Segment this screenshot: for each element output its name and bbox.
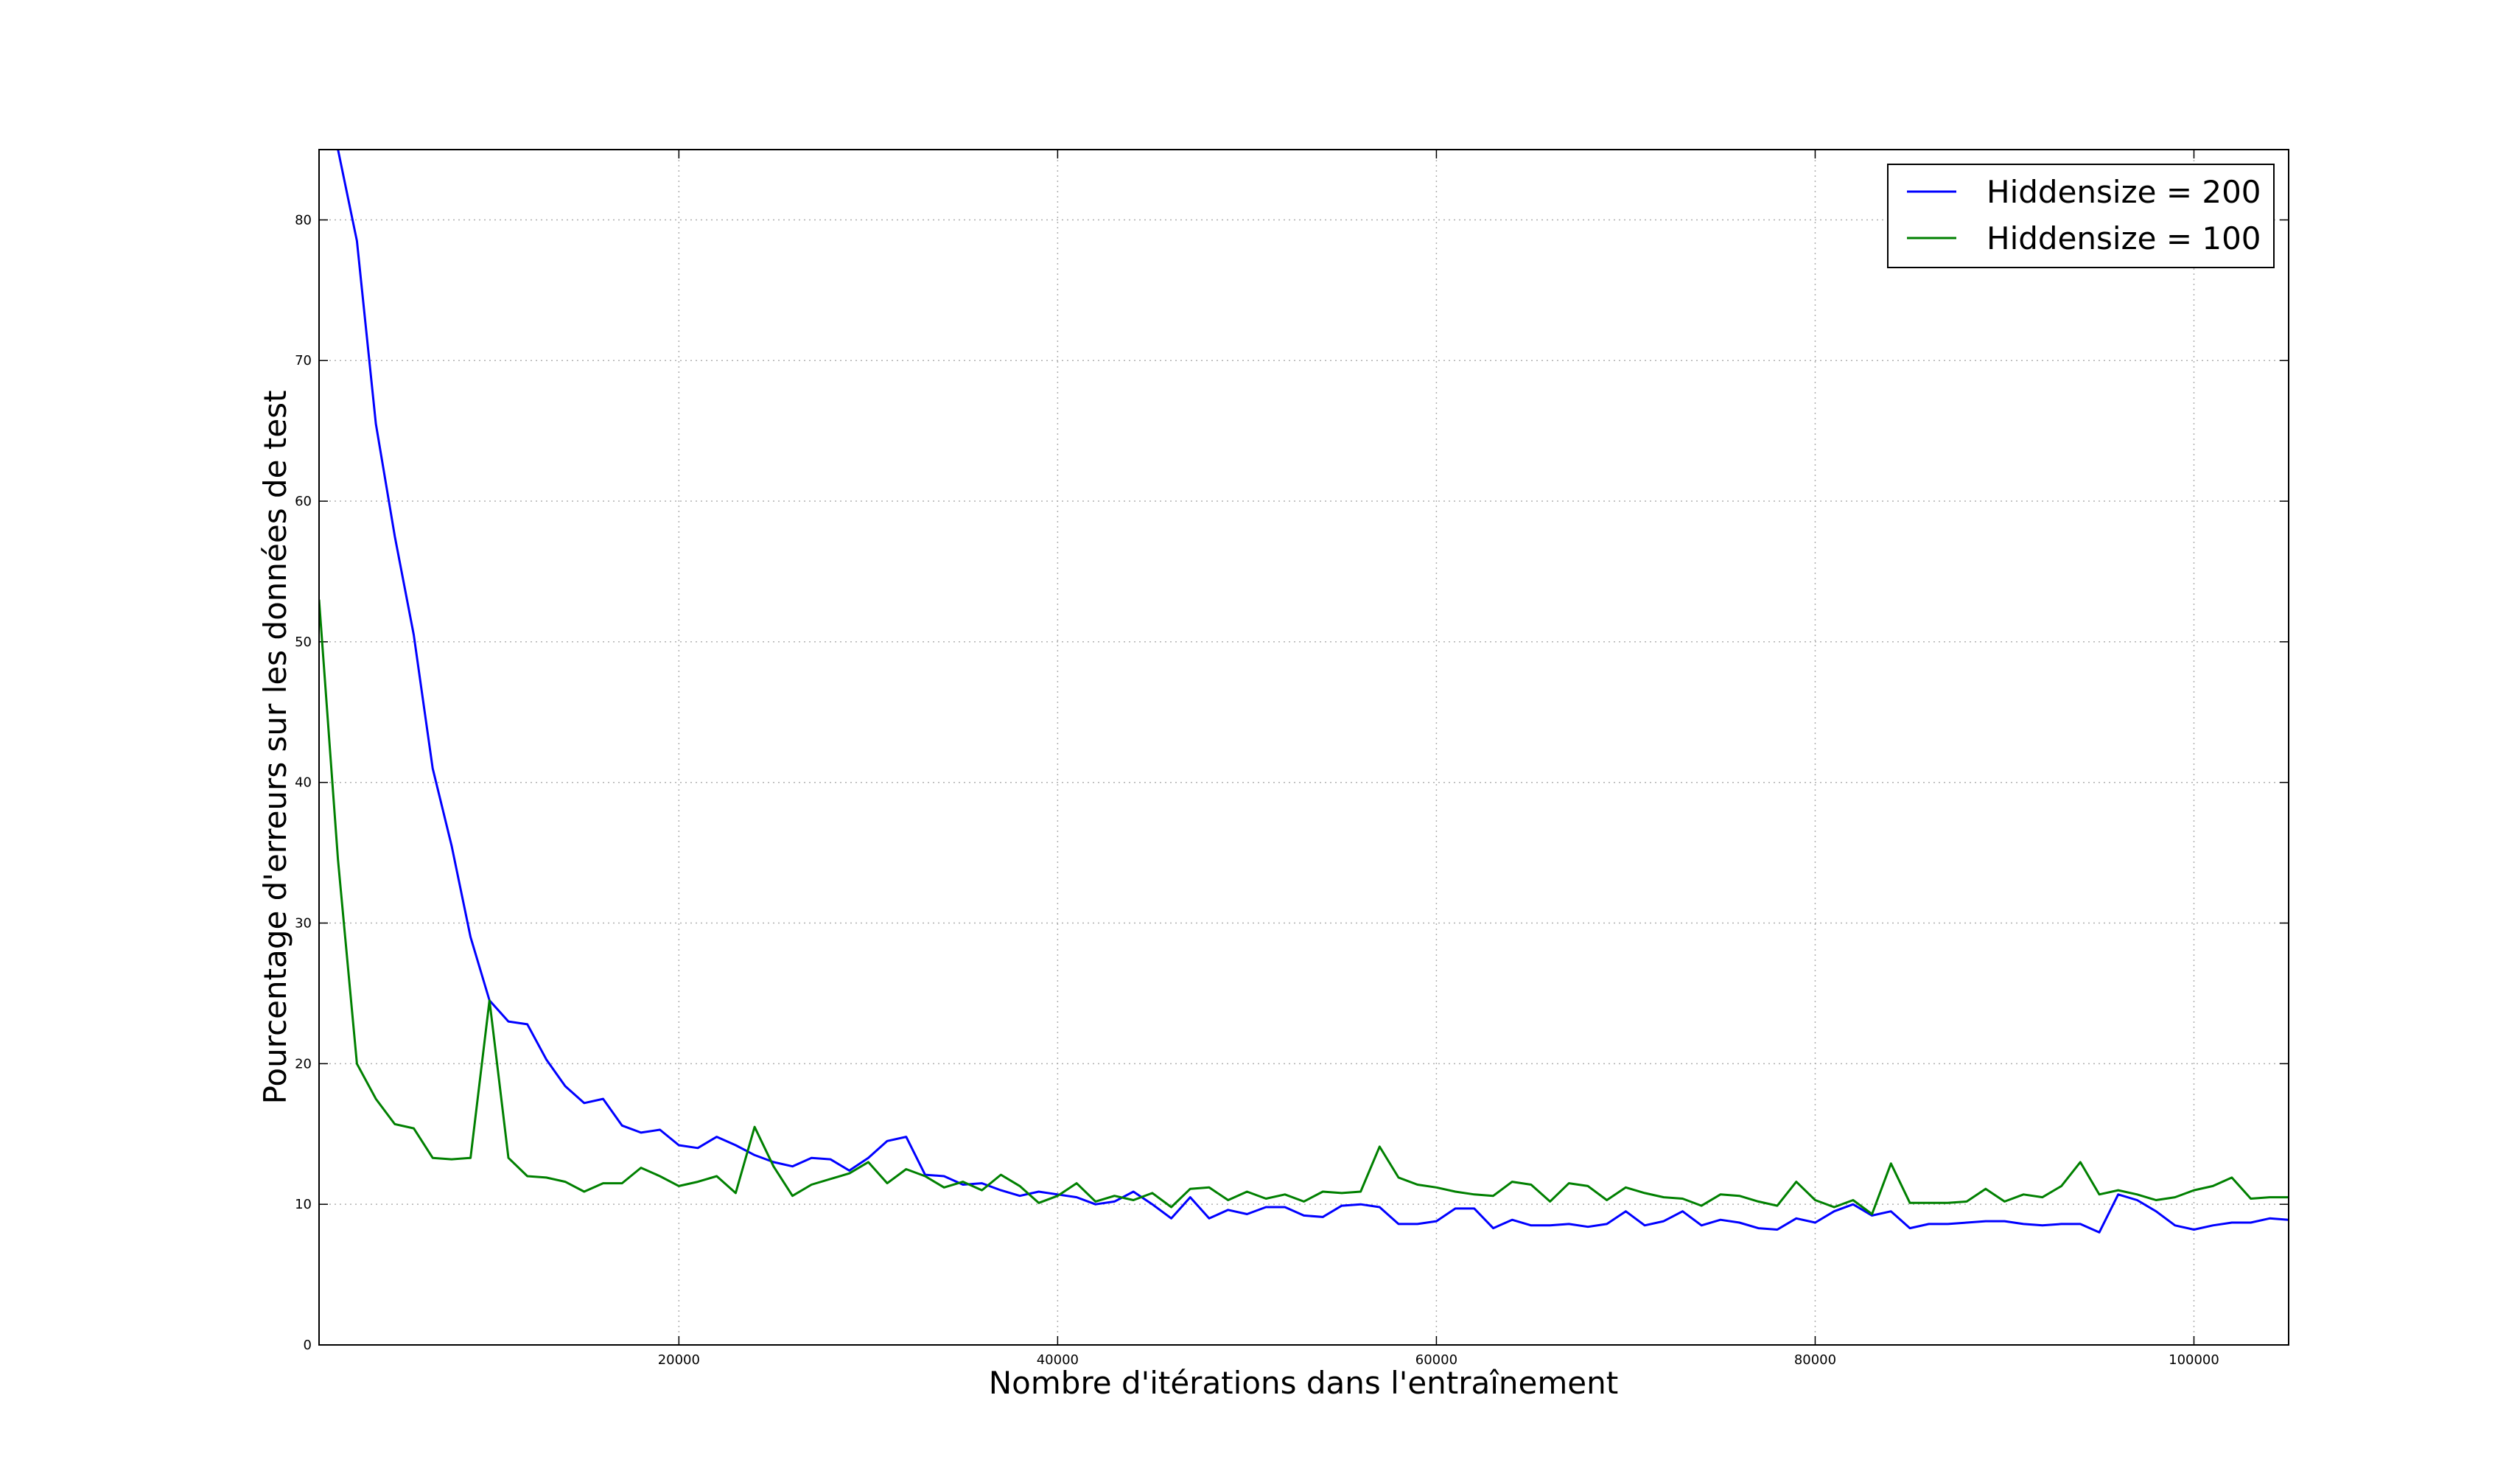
data-lines [319, 150, 2289, 1234]
series-line-hiddensize-100 [319, 599, 2289, 1215]
x-tick-label: 100000 [2169, 1352, 2219, 1368]
y-axis-label: Pourcentage d'erreurs sur les données de… [257, 391, 293, 1105]
y-tick-label: 30 [295, 916, 312, 932]
series-line-hiddensize-200 [337, 150, 2289, 1234]
x-tick-label: 80000 [1794, 1352, 1836, 1368]
y-tick-label: 0 [304, 1338, 312, 1353]
x-tick-label: 40000 [1037, 1352, 1079, 1368]
plot-area [319, 150, 2289, 1345]
y-tick-label: 10 [295, 1197, 312, 1212]
y-tick-label: 80 [295, 212, 312, 228]
x-axis-label: Nombre d'itérations dans l'entraînement [989, 1365, 1618, 1401]
y-tick-label: 70 [295, 353, 312, 368]
legend: Hiddensize = 200 Hiddensize = 100 [1887, 164, 2275, 268]
legend-box [1887, 164, 2275, 268]
y-tick-label: 60 [295, 494, 312, 509]
x-axis-ticks: 20000 40000 60000 80000 100000 [658, 150, 2219, 1368]
y-tick-label: 20 [295, 1056, 312, 1072]
legend-label-hiddensize-200: Hiddensize = 200 [1987, 174, 2261, 210]
legend-label-hiddensize-100: Hiddensize = 100 [1987, 220, 2261, 256]
y-tick-label: 50 [295, 635, 312, 650]
x-tick-label: 60000 [1415, 1352, 1457, 1368]
x-tick-label: 20000 [658, 1352, 700, 1368]
plot-frame [318, 149, 2289, 1346]
y-tick-label: 40 [295, 775, 312, 791]
